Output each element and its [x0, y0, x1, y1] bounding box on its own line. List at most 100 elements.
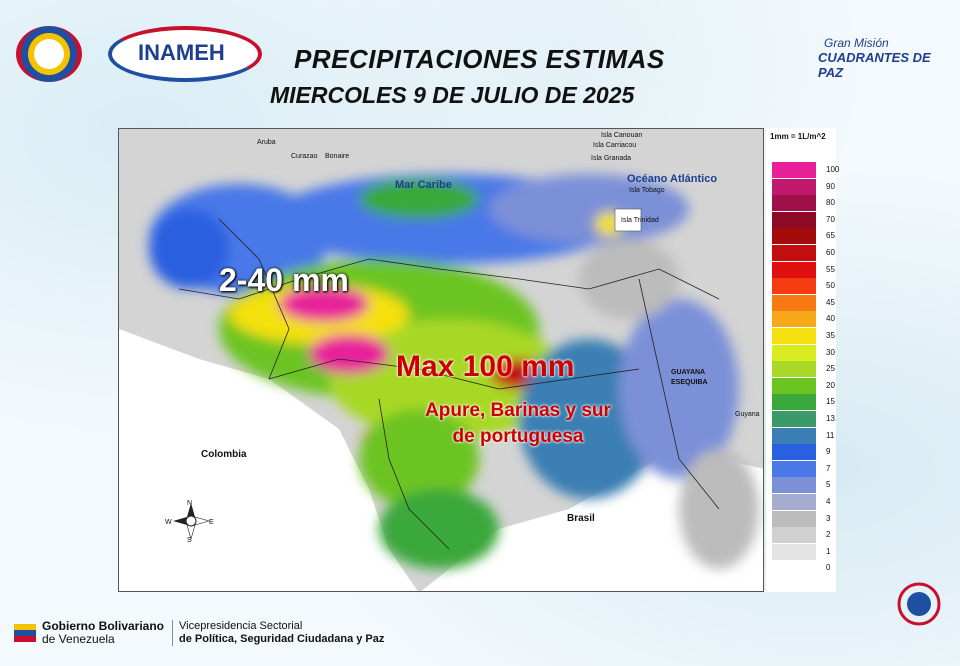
legend-level: 5	[772, 477, 834, 494]
legend-swatch	[772, 195, 816, 212]
legend-level: 2	[772, 527, 834, 544]
label-tobago: Isla Tobago	[629, 187, 665, 194]
legend-level: 4	[772, 494, 834, 510]
legend-level: 13	[772, 411, 835, 427]
legend-level: 9	[772, 444, 834, 461]
field-patch	[579, 239, 679, 319]
legend-level: 11	[772, 427, 835, 444]
annotation-states-line-1: Apure, Barinas y sur	[425, 400, 611, 421]
label-aruba: Aruba	[257, 139, 276, 146]
legend-value: 25	[826, 364, 835, 374]
legend-swatch	[772, 245, 816, 261]
legend-swatch	[772, 328, 816, 344]
legend-value: 30	[826, 347, 835, 357]
field-patch	[329, 319, 569, 439]
legend-swatch	[772, 294, 816, 311]
legend-level: 35	[772, 328, 835, 344]
annotation-range: 2-40 mm	[219, 262, 349, 298]
label-canouan: Isla Canouan	[601, 132, 643, 139]
map-graphic	[119, 129, 763, 591]
legend-value: 80	[826, 198, 835, 208]
legend-value: 45	[826, 297, 835, 307]
compass-rose	[173, 503, 211, 541]
legend-swatch	[772, 543, 816, 560]
legend-level: 25	[772, 361, 835, 378]
field-patch	[359, 179, 479, 219]
legend-value: 55	[826, 264, 835, 274]
inameh-logo: INAMEH	[108, 26, 262, 82]
footer-government: Gobierno Bolivariano de Venezuela	[42, 620, 164, 646]
legend-swatch	[772, 527, 816, 544]
page-date: MIERCOLES 9 DE JULIO DE 2025	[270, 82, 635, 108]
legend-swatch	[772, 211, 816, 228]
border-line	[178, 258, 720, 300]
legend-value: 11	[826, 430, 835, 440]
legend-value: 13	[826, 414, 835, 423]
annotation-states-line-2: de portuguesa	[452, 426, 584, 447]
legend-level: 30	[772, 344, 835, 361]
legend-swatch	[772, 178, 816, 195]
compass-s-label: S	[187, 537, 192, 544]
label-guyana: Guyana	[735, 411, 760, 418]
legend-level: 45	[772, 294, 835, 311]
field-patch	[149, 209, 229, 289]
field-patch	[309, 334, 389, 374]
trinidad-island	[614, 208, 642, 232]
legend-level: 70	[772, 211, 835, 228]
field-patch	[279, 286, 369, 322]
legend-level: 80	[772, 195, 835, 212]
legend-unit: 1mm = 1L/m^2	[770, 132, 826, 141]
brasil-area	[421, 459, 763, 591]
badge-ring	[897, 582, 941, 626]
legend-swatch	[772, 278, 816, 295]
legend-value: 50	[826, 281, 835, 291]
legend-swatch	[772, 361, 816, 378]
national-seal-logo	[16, 26, 82, 82]
compass-e-label: E	[209, 519, 214, 526]
legend-value: 65	[826, 231, 835, 241]
label-mar-caribe: Mar Caribe	[395, 179, 452, 191]
page-title: PRECIPITACIONES ESTIMAS	[294, 44, 665, 74]
label-trinidad: Isla Trinidad	[621, 217, 659, 224]
legend-swatch	[772, 311, 816, 328]
label-granada: Isla Granada	[591, 155, 632, 162]
footer-vp-line-1: Vicepresidencia Sectorial	[179, 620, 303, 632]
footer-gov-line-1: Gobierno Bolivariano	[42, 619, 165, 633]
legend-level: 15	[772, 394, 835, 411]
legend-level: 20	[772, 377, 835, 394]
legend-level: 60	[772, 245, 835, 261]
legend-value: 20	[826, 380, 835, 390]
legend-value: 60	[826, 248, 835, 257]
legend-level: 40	[772, 311, 835, 328]
compass-center	[185, 515, 197, 527]
legend-swatch	[772, 494, 816, 510]
field-patch	[619, 299, 739, 479]
compass-w-label: W	[165, 519, 172, 526]
legend-level: 50	[772, 278, 835, 295]
label-esequiba: ESEQUIBA	[671, 379, 708, 386]
legend-value: 15	[826, 397, 835, 407]
legend-swatch	[772, 344, 816, 361]
legend-level: 0	[772, 560, 834, 577]
border-line	[638, 278, 720, 510]
label-oceano-atlantico: Océano Atlántico	[627, 173, 718, 185]
label-curazao: Curazao	[291, 153, 318, 160]
legend-level: 55	[772, 261, 835, 278]
legend-swatch	[772, 411, 816, 427]
inameh-logo-text: INAMEH	[138, 40, 225, 65]
legend-value: 1	[826, 546, 831, 556]
legend-value: 7	[826, 463, 831, 473]
legend-value: 40	[826, 314, 835, 324]
border-line	[268, 358, 640, 390]
legend-value: 90	[826, 181, 835, 191]
legend-level: 65	[772, 228, 835, 245]
label-guayana: GUAYANA	[671, 369, 706, 376]
label-bonaire: Bonaire	[325, 153, 350, 160]
legend-level: 100	[772, 162, 839, 178]
legend-value: 9	[826, 447, 831, 457]
state-borders	[178, 218, 720, 550]
legend-value: 3	[826, 513, 831, 523]
legend-swatch	[772, 477, 816, 494]
precipitation-map: Aruba Curazao Bonaire Mar Caribe Océano …	[118, 128, 764, 592]
legend-level: 7	[772, 460, 834, 477]
